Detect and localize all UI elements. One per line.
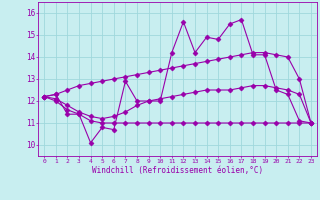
- X-axis label: Windchill (Refroidissement éolien,°C): Windchill (Refroidissement éolien,°C): [92, 166, 263, 175]
